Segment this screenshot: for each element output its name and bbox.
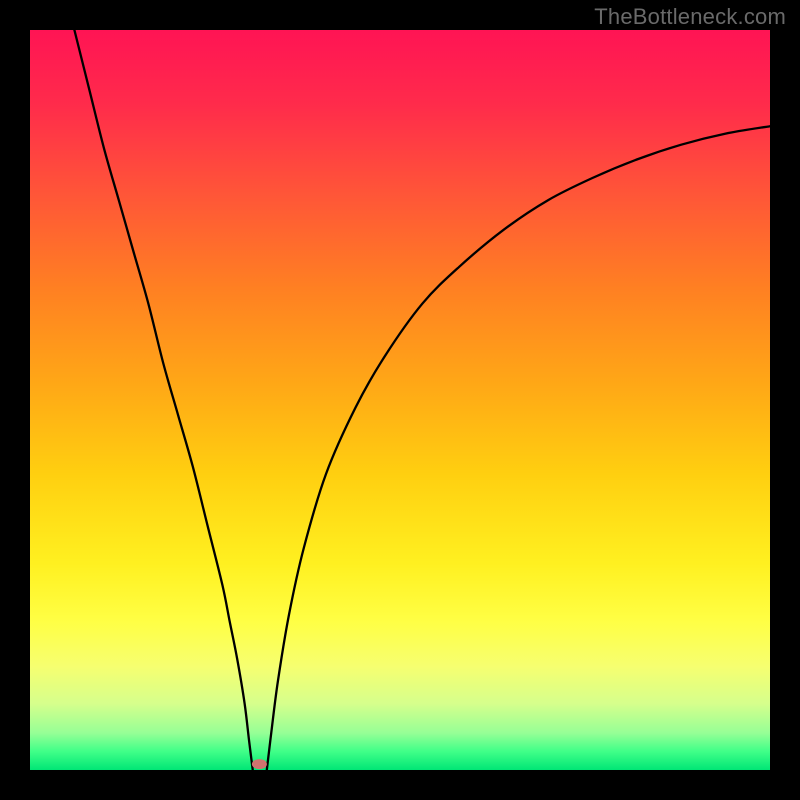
watermark-label: TheBottleneck.com [594,4,786,30]
curve-left-branch [74,30,252,770]
chart-container: TheBottleneck.com [0,0,800,800]
curve-layer [0,0,800,800]
curve-right-branch [267,126,770,770]
minimum-marker [252,759,267,769]
